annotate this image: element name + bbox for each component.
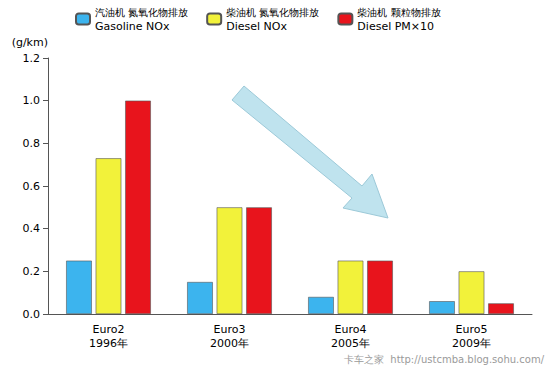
svg-text:2009年: 2009年: [452, 337, 491, 350]
svg-text:0.8: 0.8: [23, 137, 41, 150]
svg-text:1.0: 1.0: [23, 94, 41, 107]
svg-text:Gasoline NOx: Gasoline NOx: [95, 20, 170, 33]
svg-text:2005年: 2005年: [331, 337, 370, 350]
svg-text:1996年: 1996年: [89, 337, 128, 350]
svg-text:Diesel NOx: Diesel NOx: [226, 20, 287, 33]
svg-text:卡车之家 http://ustcmba.blog.sohu: 卡车之家 http://ustcmba.blog.sohu.com/: [344, 354, 545, 365]
svg-text:柴油机 颗粒物排放: 柴油机 颗粒物排放: [357, 7, 440, 18]
svg-text:Euro2: Euro2: [93, 323, 125, 336]
svg-text:0.2: 0.2: [23, 265, 41, 278]
svg-text:0.6: 0.6: [23, 180, 41, 193]
svg-text:1.2: 1.2: [23, 52, 41, 65]
svg-text:汽油机 氮氧化物排放: 汽油机 氮氧化物排放: [95, 7, 188, 18]
svg-text:Euro4: Euro4: [335, 323, 367, 336]
svg-text:2000年: 2000年: [210, 337, 249, 350]
svg-text:Diesel PM×10: Diesel PM×10: [357, 20, 434, 33]
svg-text:柴油机 氮氧化物排放: 柴油机 氮氧化物排放: [226, 7, 319, 18]
svg-text:Euro3: Euro3: [214, 323, 246, 336]
svg-text:0.0: 0.0: [23, 308, 41, 321]
svg-text:Euro5: Euro5: [456, 323, 488, 336]
svg-text:(g/km): (g/km): [12, 36, 48, 49]
svg-text:0.4: 0.4: [23, 222, 41, 235]
